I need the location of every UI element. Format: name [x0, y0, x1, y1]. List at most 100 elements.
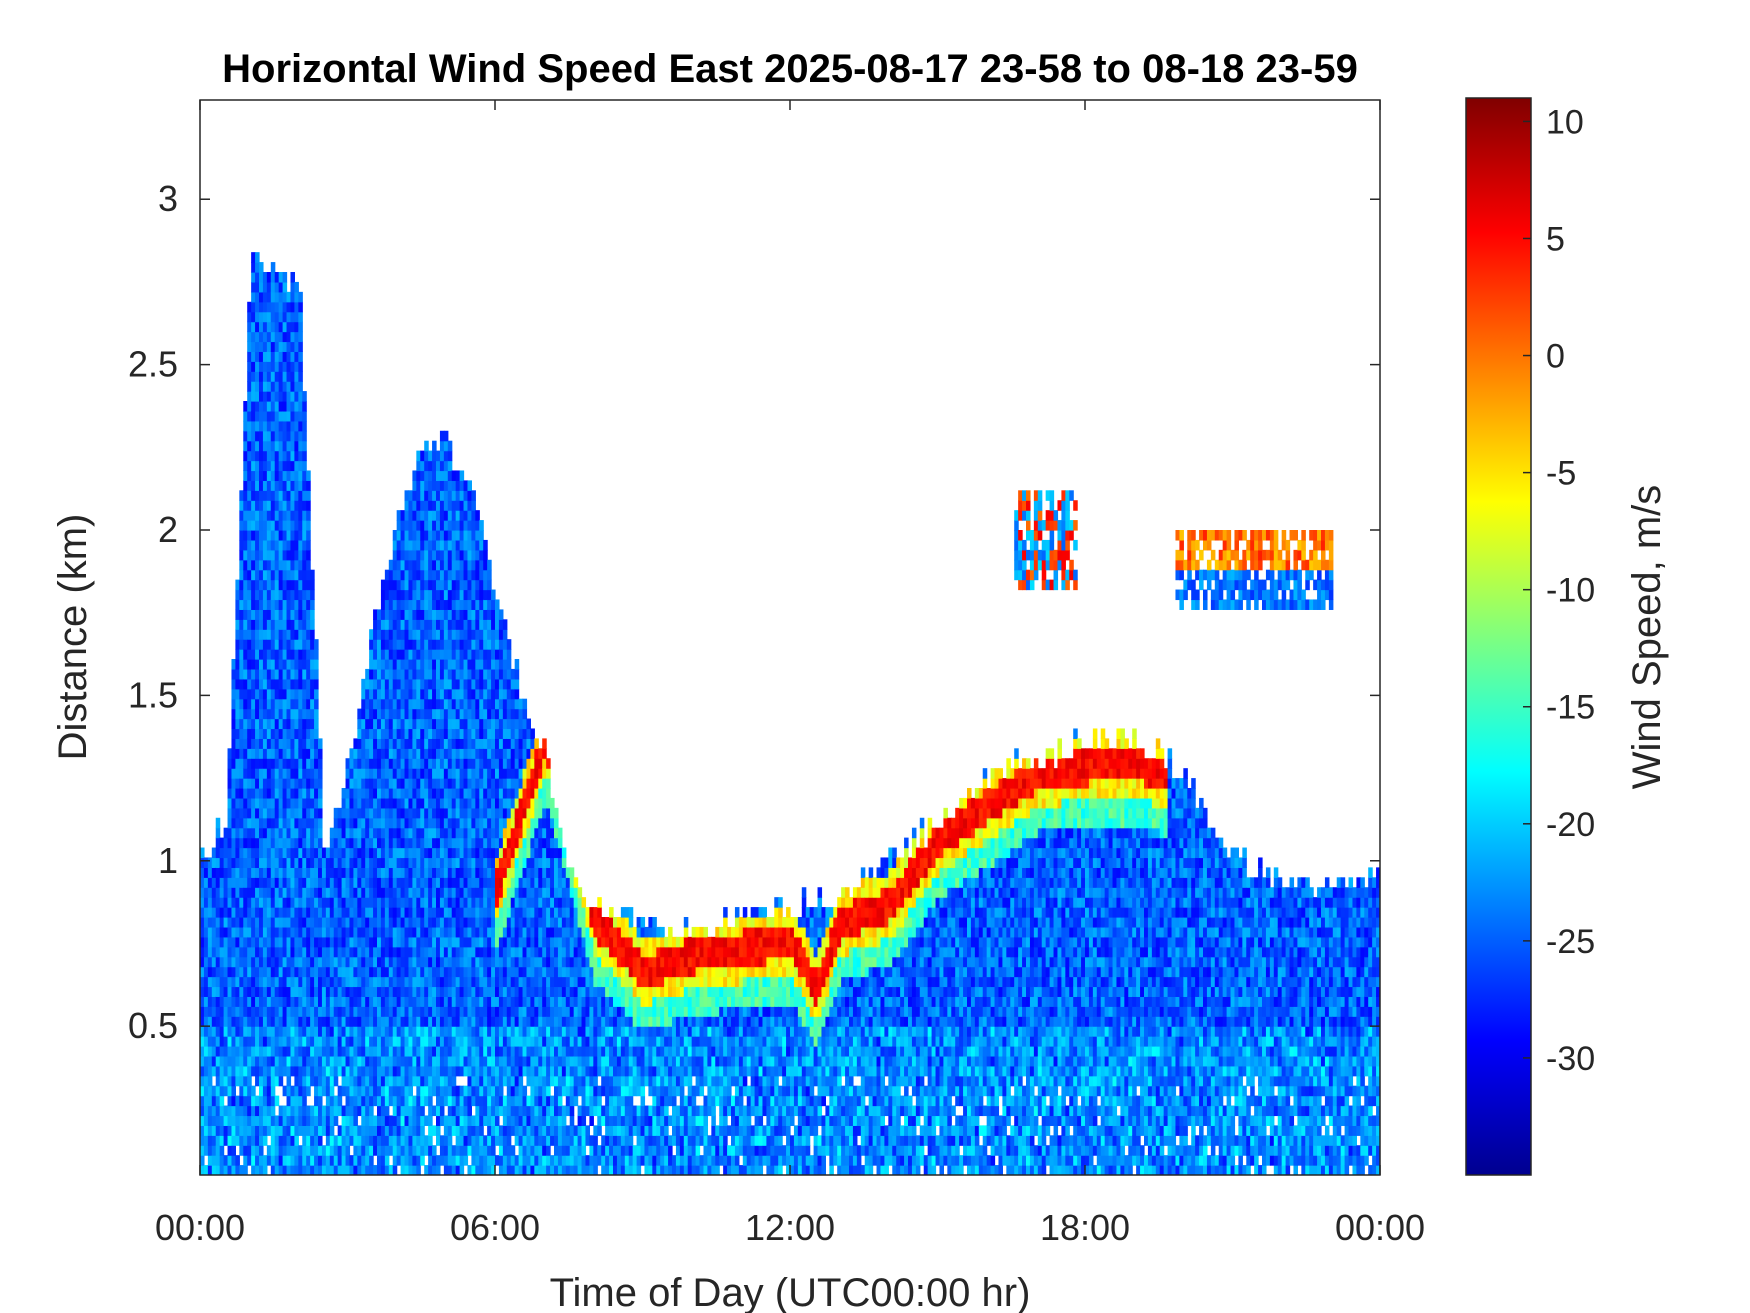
heatmap-cell [380, 1095, 386, 1107]
heatmap-cell [278, 619, 284, 630]
heatmap-cell [235, 688, 240, 700]
heatmap-cell [428, 748, 433, 759]
heatmap-cell [235, 847, 240, 859]
heatmap-cell [388, 1145, 394, 1156]
heatmap-cell [408, 946, 413, 958]
heatmap-cell [349, 897, 354, 908]
heatmap-cell [239, 996, 244, 1007]
heatmap-cell [310, 579, 315, 591]
heatmap-cell [341, 1065, 347, 1077]
heatmap-cell [361, 996, 366, 1007]
heatmap-cell [471, 678, 476, 690]
heatmap-cell [251, 778, 256, 789]
heatmap-cell [274, 907, 280, 918]
heatmap-cell [203, 857, 209, 868]
heatmap-cell [349, 917, 354, 928]
heatmap-cell [349, 966, 354, 978]
heatmap-cell [408, 738, 413, 749]
heatmap-cell [506, 698, 512, 710]
heatmap-cell [424, 510, 429, 521]
heatmap-cell [298, 470, 303, 481]
heatmap-cell [506, 976, 512, 988]
heatmap-cell [506, 847, 512, 859]
heatmap-cell [498, 758, 504, 769]
heatmap-cell [321, 1075, 327, 1087]
heatmap-cell [219, 1135, 225, 1146]
heatmap-cell [510, 926, 516, 938]
heatmap-cell [510, 986, 516, 997]
heatmap-cell [447, 1026, 453, 1037]
heatmap-cell [459, 728, 465, 739]
heatmap-cell [463, 1125, 469, 1136]
heatmap-cell [310, 847, 315, 859]
heatmap-cell [384, 867, 390, 878]
heatmap-cell [443, 946, 449, 958]
heatmap-cell [298, 500, 303, 511]
heatmap-cell [412, 649, 417, 660]
heatmap-cell [380, 996, 386, 1007]
heatmap-cell [243, 401, 248, 412]
heatmap-cell [475, 619, 480, 630]
heatmap-cell [302, 460, 307, 472]
heatmap-cell [231, 827, 236, 839]
heatmap-cell [498, 996, 504, 1007]
heatmap-cell [353, 1155, 358, 1166]
heatmap-cell [262, 857, 268, 868]
heatmap-cell [361, 946, 366, 958]
heatmap-cell [251, 391, 256, 402]
heatmap-cell [270, 917, 276, 928]
heatmap-cell [274, 966, 280, 978]
heatmap-cell [247, 480, 252, 491]
heatmap-cell [416, 609, 421, 620]
heatmap-cell [306, 1065, 311, 1077]
heatmap-cell [459, 659, 465, 670]
heatmap-cell [361, 1105, 366, 1117]
heatmap-cell [428, 668, 433, 680]
heatmap-cell [314, 877, 319, 888]
heatmap-cell [506, 1055, 512, 1067]
heatmap-cell [337, 996, 343, 1007]
heatmap-cell [365, 1145, 370, 1156]
heatmap-cell [259, 708, 264, 720]
heatmap-cell [467, 1165, 472, 1175]
heatmap-cell [412, 847, 417, 859]
heatmap-cell [447, 857, 453, 868]
heatmap-cell [373, 1075, 378, 1087]
heatmap-cell [262, 986, 268, 997]
heatmap-cell [459, 827, 465, 839]
heatmap-cell [278, 867, 284, 878]
heatmap-cell [211, 1115, 217, 1126]
heatmap-cell [255, 877, 260, 888]
heatmap-cell [270, 797, 276, 809]
heatmap-cell [506, 897, 512, 908]
heatmap-cell [278, 649, 284, 660]
heatmap-cell [290, 520, 295, 531]
heatmap-cell [243, 1085, 248, 1097]
heatmap-cell [408, 629, 413, 640]
heatmap-cell [471, 520, 476, 531]
heatmap-cell [314, 887, 319, 898]
heatmap-cell [286, 807, 292, 819]
heatmap-cell [373, 857, 378, 868]
heatmap-cell [447, 1105, 453, 1117]
heatmap-cell [369, 986, 374, 997]
heatmap-cell [498, 847, 504, 859]
heatmap-cell [294, 559, 299, 571]
heatmap-cell [475, 966, 480, 978]
heatmap-cell [282, 827, 288, 839]
heatmap-cell [506, 1095, 512, 1107]
heatmap-cell [345, 877, 351, 888]
heatmap-cell [282, 996, 288, 1007]
heatmap-cell [259, 539, 264, 551]
heatmap-cell [306, 1155, 311, 1166]
heatmap-cell [262, 976, 268, 988]
heatmap-cell [290, 649, 295, 660]
heatmap-cell [432, 708, 437, 720]
heatmap-cell [207, 1046, 213, 1057]
heatmap-cell [239, 500, 244, 511]
heatmap-cell [298, 490, 303, 501]
heatmap-cell [361, 837, 366, 849]
heatmap-cell [479, 539, 484, 551]
heatmap-cell [239, 569, 244, 581]
heatmap-cell [357, 936, 362, 948]
